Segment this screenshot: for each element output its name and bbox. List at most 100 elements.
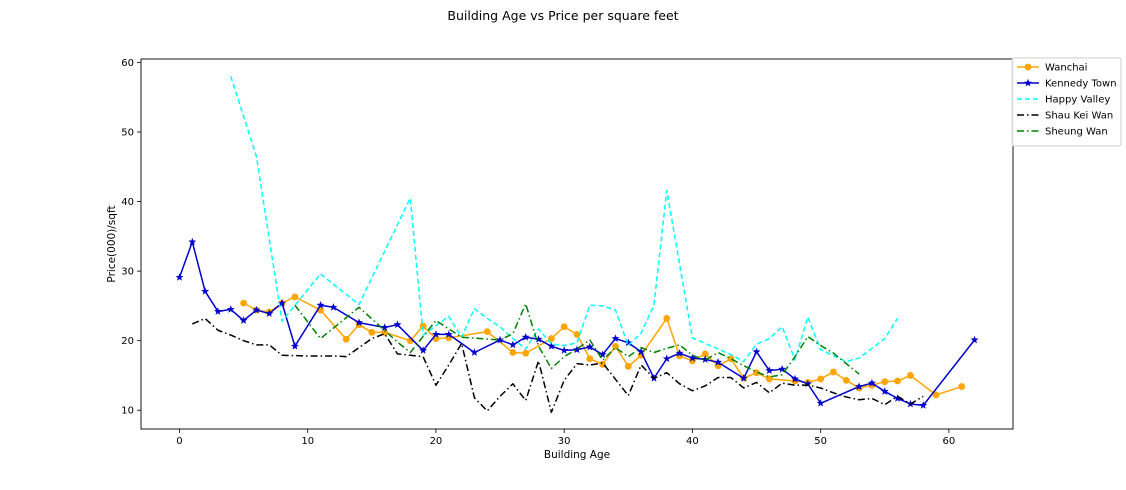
series-line-shau-kei-wan (191, 317, 924, 414)
data-point (816, 399, 825, 407)
data-point (560, 346, 569, 354)
x-axis: 0 10 20 30 40 50 60 (176, 429, 955, 447)
data-point (791, 374, 799, 383)
data-point (727, 355, 735, 363)
series-happy-valley (230, 76, 899, 363)
data-point (842, 376, 850, 384)
data-point (342, 335, 350, 343)
plot-frame (140, 58, 1014, 430)
data-point (380, 323, 389, 331)
legend-item-shau-kei-wan: Shau Kei Wan (1017, 111, 1113, 122)
data-point (226, 305, 235, 313)
data-point (663, 315, 671, 322)
legend-label: Shau Kei Wan (1045, 111, 1113, 122)
y-tick-label: 10 (121, 406, 134, 417)
x-axis-label: Building Age (544, 449, 610, 461)
data-point (624, 338, 633, 347)
data-point (611, 334, 620, 342)
series-kennedy-town (175, 237, 979, 409)
data-point (675, 348, 684, 357)
data-point (662, 354, 671, 363)
data-point (893, 394, 902, 402)
data-point (919, 401, 928, 409)
y-tick-label: 30 (121, 267, 134, 278)
data-point (560, 323, 568, 331)
legend-label: Kennedy Town (1045, 79, 1117, 90)
legend-marker (1024, 63, 1032, 71)
data-point (573, 345, 581, 354)
chart-title: Building Age vs Price per square feet (447, 8, 678, 23)
y-tick-label: 50 (121, 128, 134, 139)
data-point (585, 342, 594, 351)
data-point (765, 375, 773, 383)
data-point (265, 309, 274, 317)
data-point (213, 307, 222, 315)
x-tick-label: 40 (686, 436, 699, 447)
data-point (880, 387, 889, 395)
data-point (444, 330, 453, 338)
y-tick-label: 40 (121, 197, 134, 208)
plot-area (175, 76, 979, 414)
data-point (803, 379, 812, 388)
data-point (778, 364, 787, 373)
data-point (368, 328, 376, 336)
x-tick-label: 0 (176, 436, 182, 447)
series-line-sheung-wan (294, 303, 860, 378)
data-point (291, 293, 299, 301)
data-point (201, 287, 210, 295)
legend-marker (1024, 78, 1032, 87)
data-point (252, 305, 261, 314)
data-point (547, 342, 556, 350)
x-tick-label: 50 (814, 436, 827, 447)
data-point (470, 348, 479, 356)
legend-item-kennedy-town: Kennedy Town (1017, 79, 1117, 90)
data-point (598, 350, 607, 358)
legend-item-wanchai: Wanchai (1017, 63, 1087, 74)
series-wanchai (240, 293, 966, 399)
data-point (752, 347, 761, 356)
series-sheung-wan (294, 303, 860, 378)
data-point (534, 335, 543, 343)
data-point (419, 322, 427, 330)
data-point (586, 355, 594, 363)
data-point (509, 349, 517, 356)
data-point (907, 372, 914, 379)
y-axis-label: Price(000)/sqft (106, 205, 118, 282)
x-tick-label: 20 (430, 436, 443, 447)
data-point (753, 369, 760, 377)
data-point (830, 368, 837, 376)
legend-box (1011, 57, 1122, 147)
data-point (701, 355, 710, 363)
data-point (867, 378, 876, 387)
data-point (329, 303, 338, 311)
legend-label: Wanchai (1045, 63, 1087, 74)
data-point (508, 340, 517, 349)
data-point (188, 237, 197, 246)
data-point (393, 320, 402, 329)
legend: Wanchai Kennedy Town Happy Valley Shau Kei … (1011, 57, 1122, 147)
data-point (496, 335, 505, 344)
data-point (701, 350, 709, 358)
data-point (932, 391, 940, 399)
data-point (239, 316, 248, 324)
data-point (817, 375, 825, 383)
data-point (355, 318, 363, 326)
series-shau-kei-wan (191, 317, 924, 414)
x-tick-label: 10 (301, 436, 314, 447)
data-point (765, 366, 774, 374)
data-point (714, 358, 723, 366)
legend-item-sheung-wan: Sheung Wan (1017, 127, 1108, 138)
data-point (637, 347, 646, 356)
y-tick-label: 60 (121, 58, 134, 69)
y-tick-label: 20 (121, 336, 134, 347)
data-point (894, 377, 901, 385)
x-tick-label: 30 (558, 436, 571, 447)
data-point (739, 374, 748, 382)
series-line-happy-valley (230, 76, 899, 363)
data-point (688, 353, 697, 362)
data-point (573, 331, 581, 338)
data-point (522, 349, 530, 357)
data-point (419, 346, 428, 354)
data-point (958, 383, 966, 390)
legend-item-happy-valley: Happy Valley (1017, 95, 1110, 106)
